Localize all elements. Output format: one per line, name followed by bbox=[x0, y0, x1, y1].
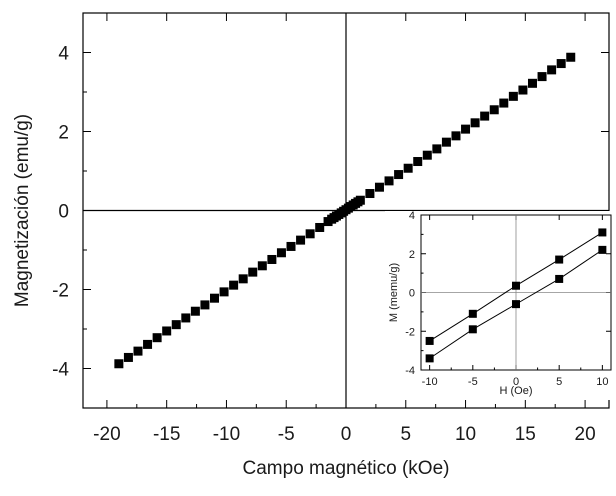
main-data-point bbox=[152, 333, 162, 343]
main-data-point bbox=[162, 326, 172, 336]
main-x-tick-label: 0 bbox=[341, 424, 352, 445]
main-data-point bbox=[315, 222, 325, 232]
main-data-point bbox=[461, 124, 471, 134]
main-data-point bbox=[566, 52, 576, 62]
inset-background bbox=[385, 211, 616, 400]
inset-data-point bbox=[512, 281, 520, 290]
inset-x-tick-label: -10 bbox=[422, 376, 438, 388]
main-y-tick-label: 4 bbox=[58, 44, 69, 65]
main-data-point bbox=[556, 59, 566, 69]
main-data-point bbox=[537, 72, 547, 82]
main-data-point bbox=[432, 144, 442, 154]
main-y-axis-title: Magnetización (emu/g) bbox=[12, 114, 33, 307]
inset-data-point bbox=[598, 245, 607, 254]
main-data-point bbox=[219, 287, 229, 297]
main-data-point bbox=[451, 131, 461, 141]
main-data-point bbox=[470, 118, 480, 128]
main-x-tick-label: -10 bbox=[213, 424, 240, 445]
inset-data-point bbox=[555, 255, 564, 264]
inset-y-tick-label: -4 bbox=[405, 365, 415, 377]
main-data-point bbox=[489, 105, 499, 115]
inset-x-tick-label: 10 bbox=[596, 376, 608, 388]
main-data-point bbox=[422, 150, 432, 160]
main-data-point bbox=[123, 352, 133, 362]
inset-data-points bbox=[425, 228, 607, 363]
main-data-point bbox=[499, 98, 509, 108]
main-data-point bbox=[413, 157, 423, 167]
main-data-point bbox=[210, 293, 219, 303]
inset-x-tick-label: 0 bbox=[513, 376, 519, 388]
main-data-point bbox=[527, 78, 537, 88]
main-x-axis-title: Campo magnético (kOe) bbox=[243, 458, 450, 479]
inset-x-tick-label: 5 bbox=[556, 376, 562, 388]
main-data-point bbox=[143, 339, 153, 349]
main-data-point bbox=[286, 241, 296, 251]
main-data-point bbox=[190, 306, 200, 316]
main-data-point bbox=[518, 85, 528, 95]
main-data-point bbox=[257, 261, 267, 271]
inset-data-point bbox=[468, 309, 477, 318]
main-data-point bbox=[276, 248, 286, 258]
main-data-point bbox=[384, 176, 394, 186]
main-x-tick-label: 20 bbox=[575, 424, 596, 445]
inset-y-tick-label: 0 bbox=[409, 288, 415, 300]
inset-y-tick-label: 2 bbox=[409, 249, 415, 261]
inset-zero-lines bbox=[421, 215, 611, 370]
main-data-point bbox=[238, 274, 248, 284]
inset-data-point bbox=[598, 228, 607, 237]
main-data-point bbox=[365, 189, 375, 199]
inset-y-tick-label: -2 bbox=[405, 326, 415, 338]
inset-x-tick-label: -5 bbox=[468, 376, 478, 388]
main-y-tick-label: -2 bbox=[52, 281, 69, 302]
main-data-point bbox=[200, 300, 210, 310]
inset-data-point bbox=[425, 354, 434, 363]
main-x-tick-label: -5 bbox=[278, 424, 295, 445]
main-x-tick-label: 15 bbox=[515, 424, 536, 445]
main-data-point bbox=[248, 267, 258, 277]
inset-chart: -10 -5 0 5 10 -4 -2 0 2 4 H (Oe) M (memu/g) bbox=[385, 210, 616, 400]
inset-x-axis-title: H (Oe) bbox=[500, 385, 533, 397]
main-data-point bbox=[547, 65, 557, 75]
main-data-point bbox=[441, 137, 451, 147]
main-data-point bbox=[508, 91, 518, 101]
main-data-point bbox=[296, 235, 306, 245]
main-x-tick-label: -20 bbox=[93, 424, 120, 445]
main-data-point bbox=[305, 229, 315, 239]
main-data-point bbox=[114, 359, 124, 369]
inset-data-point bbox=[468, 325, 477, 334]
inset-data-point bbox=[512, 300, 520, 309]
main-data-point bbox=[403, 163, 413, 173]
main-data-points bbox=[114, 52, 576, 369]
main-data-point bbox=[133, 346, 143, 356]
main-y-tick-label: 0 bbox=[58, 202, 69, 223]
main-data-point bbox=[374, 182, 384, 192]
main-data-point bbox=[181, 313, 191, 323]
inset-y-axis-title: M (memu/g) bbox=[388, 263, 400, 322]
inset-data-point bbox=[425, 336, 434, 345]
main-data-point bbox=[355, 195, 365, 205]
main-data-point bbox=[394, 170, 404, 180]
inset-axis-ticks: -10 -5 0 5 10 -4 -2 0 2 4 bbox=[405, 210, 611, 388]
main-data-point bbox=[267, 254, 277, 264]
inset-data-point bbox=[555, 274, 564, 283]
main-y-tick-label: -4 bbox=[52, 360, 69, 381]
main-y-tick-label: 2 bbox=[58, 123, 69, 144]
main-x-tick-label: 5 bbox=[400, 424, 411, 445]
main-data-point bbox=[171, 320, 181, 330]
main-x-tick-label: 10 bbox=[455, 424, 476, 445]
main-data-point bbox=[229, 280, 239, 290]
main-data-point bbox=[480, 111, 490, 121]
inset-y-tick-label: 4 bbox=[409, 210, 415, 222]
main-x-tick-label: -15 bbox=[153, 424, 180, 445]
